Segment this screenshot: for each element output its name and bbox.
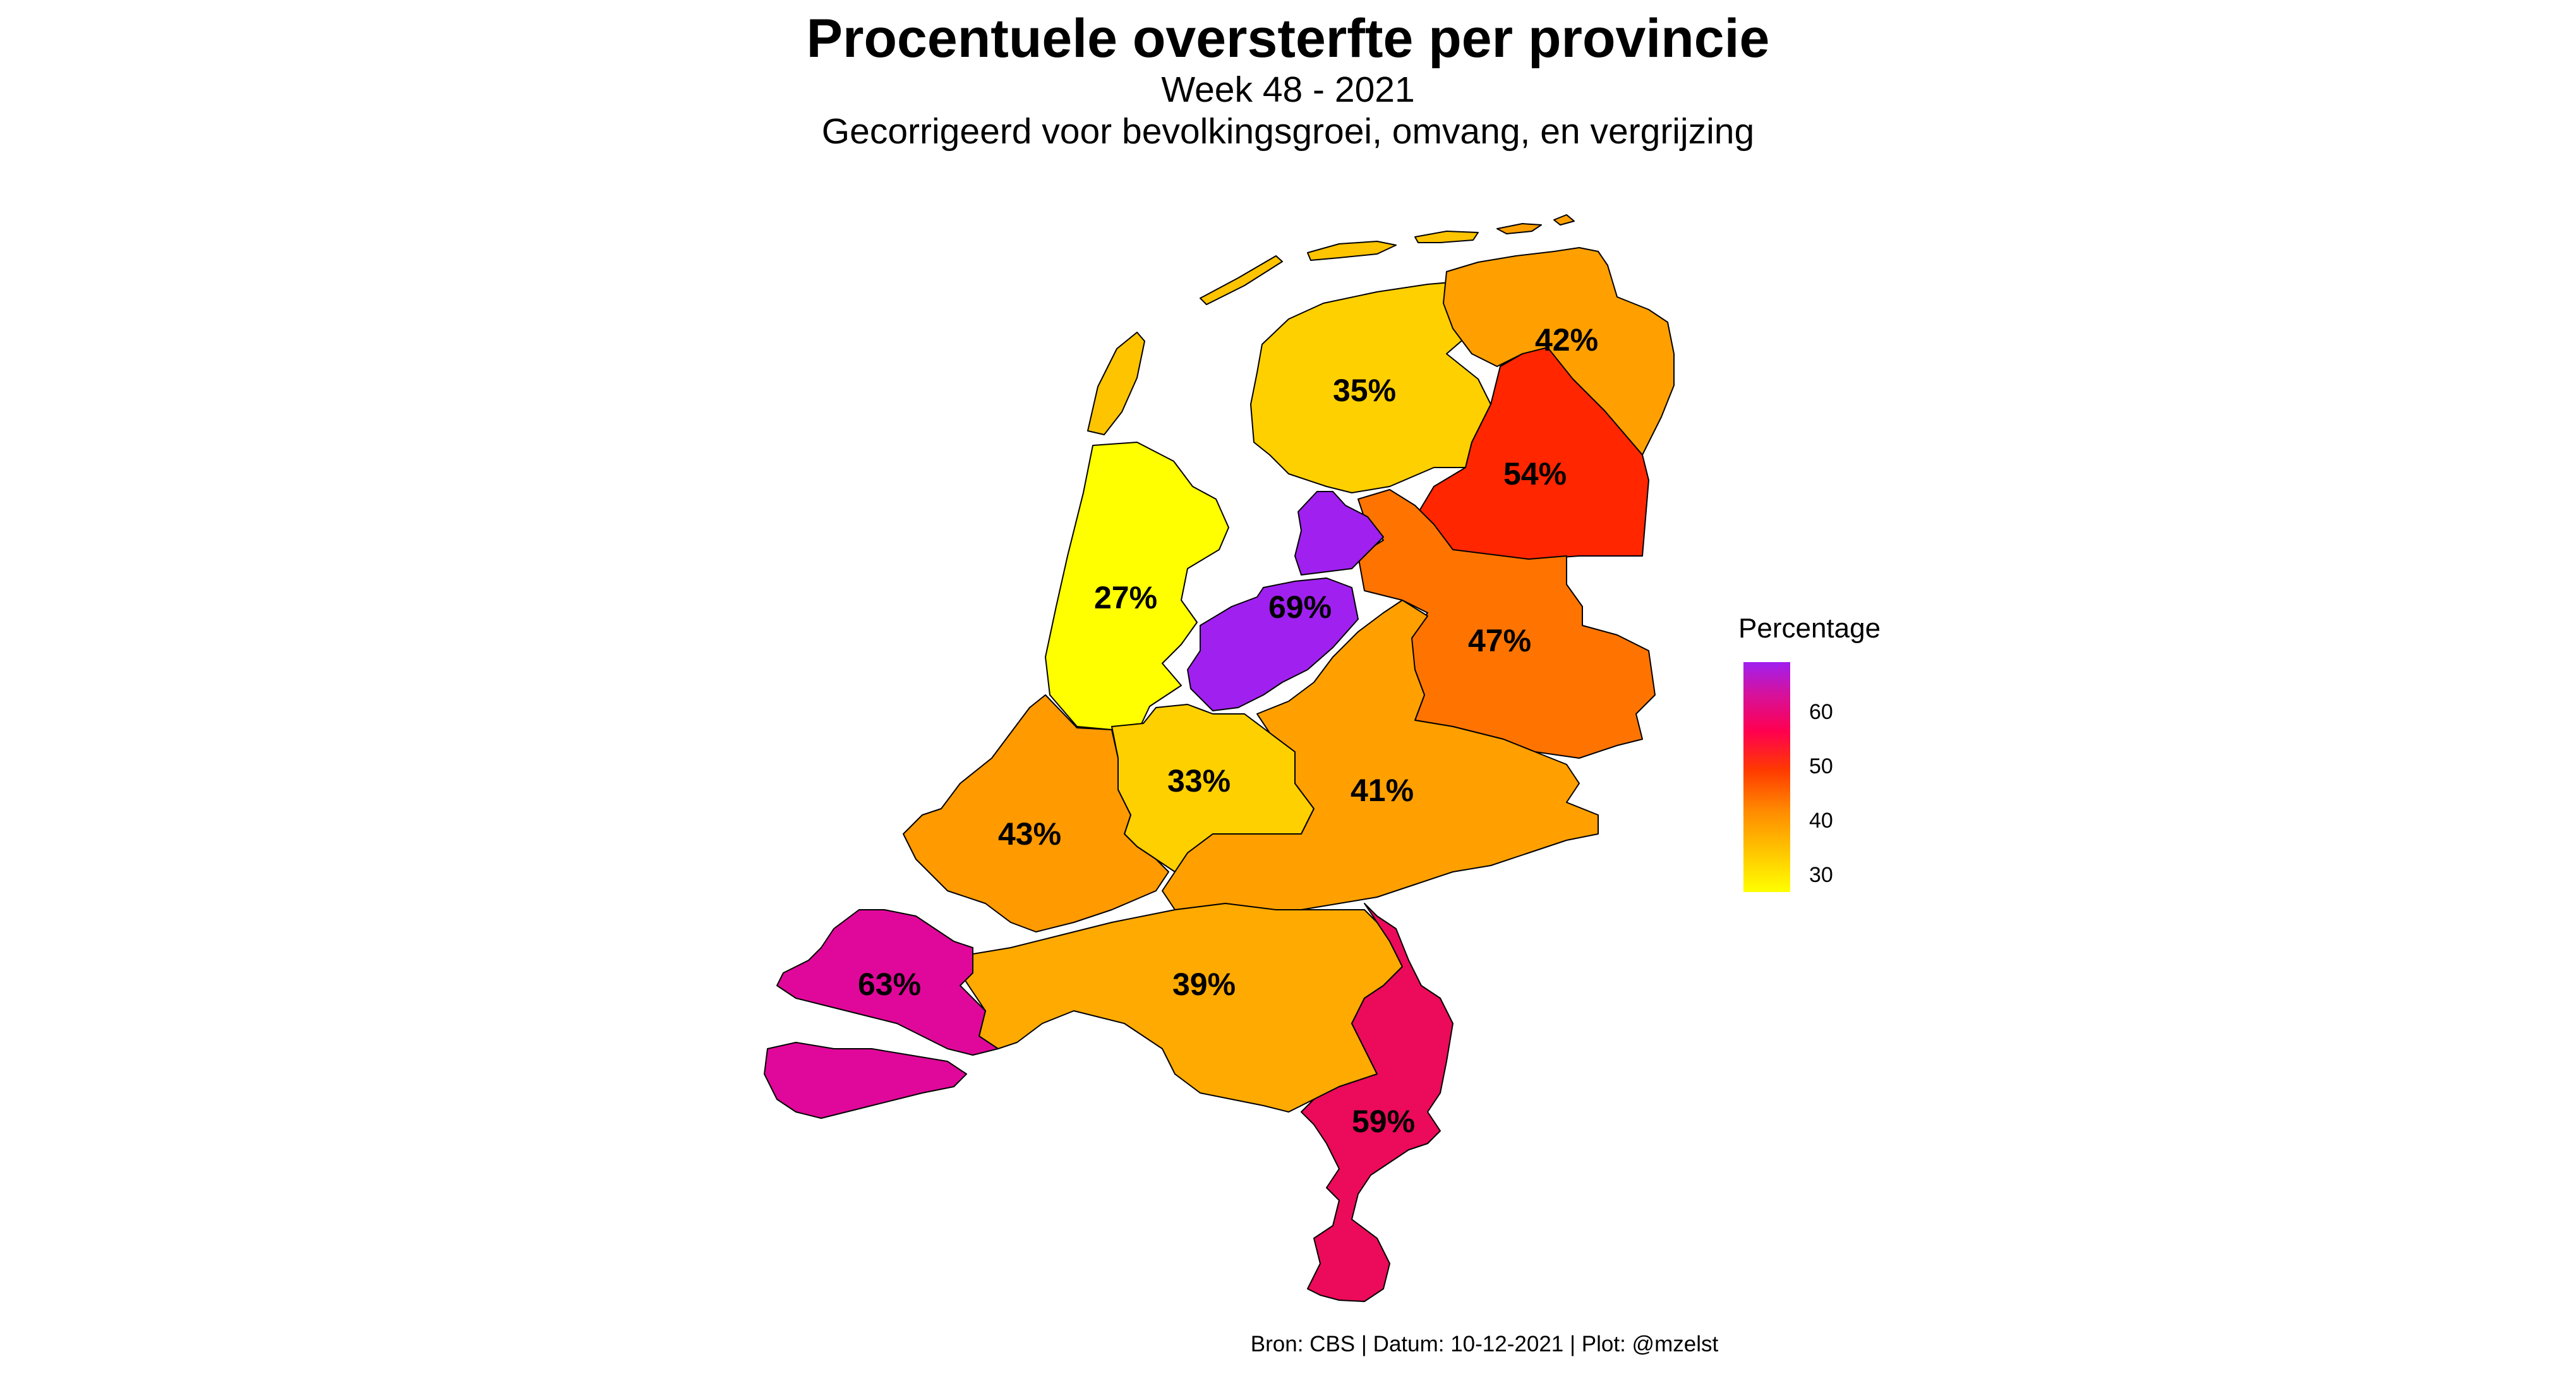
province-noord-holland bbox=[1045, 442, 1229, 730]
value-label-overijssel: 47% bbox=[1468, 623, 1531, 658]
source-caption: Bron: CBS | Datum: 10-12-2021 | Plot: @m… bbox=[1250, 1332, 1719, 1356]
legend-title: Percentage bbox=[1738, 613, 1881, 644]
wadden-island-vlieland bbox=[1200, 255, 1283, 305]
legend-tick-60 bbox=[1790, 711, 1798, 713]
wadden-island-schiermonnikoog bbox=[1496, 223, 1542, 234]
value-label-gelderland: 41% bbox=[1351, 773, 1414, 808]
province-groningen bbox=[1443, 247, 1675, 456]
province-flevoland-north bbox=[1294, 491, 1384, 576]
wadden-island-ameland bbox=[1414, 231, 1479, 243]
province-noord-brabant bbox=[960, 903, 1403, 1113]
value-label-limburg: 59% bbox=[1352, 1104, 1415, 1139]
province-zeeland-north bbox=[776, 909, 999, 1056]
legend-tick-40 bbox=[1790, 820, 1798, 822]
legend-tick-30 bbox=[1790, 874, 1798, 876]
legend-colorbar bbox=[1743, 662, 1790, 892]
province-zuid-holland bbox=[903, 694, 1169, 932]
value-label-noord-holland: 27% bbox=[1094, 580, 1157, 615]
province-gelderland bbox=[1162, 600, 1599, 910]
province-zeeland-south bbox=[764, 1042, 967, 1119]
value-label-noord-brabant: 39% bbox=[1172, 967, 1236, 1002]
value-label-zeeland: 63% bbox=[858, 967, 921, 1002]
chart-subtitle-correction: Gecorrigeerd voor bevolkingsgroei, omvan… bbox=[821, 111, 1755, 152]
value-label-utrecht: 33% bbox=[1167, 763, 1231, 799]
value-label-drenthe: 54% bbox=[1503, 456, 1567, 492]
province-flevoland-south bbox=[1187, 577, 1359, 711]
wadden-island-terschelling bbox=[1307, 241, 1397, 261]
legend-tick-label-60: 60 bbox=[1809, 700, 1833, 724]
value-label-groningen: 42% bbox=[1535, 322, 1598, 358]
province-limburg bbox=[1301, 903, 1454, 1302]
chart-subtitle-week: Week 48 - 2021 bbox=[1161, 69, 1415, 110]
legend-tick-50 bbox=[1790, 766, 1798, 768]
value-label-friesland: 35% bbox=[1333, 373, 1396, 408]
legend-tick-label-50: 50 bbox=[1809, 754, 1833, 778]
wadden-island-texel bbox=[1087, 332, 1145, 435]
value-label-zuid-holland: 43% bbox=[998, 816, 1061, 852]
wadden-island-rottumeroog bbox=[1553, 214, 1575, 226]
value-label-flevoland: 69% bbox=[1268, 589, 1332, 625]
chart-title: Procentuele oversterfte per provincie bbox=[806, 8, 1770, 69]
legend-tick-label-30: 30 bbox=[1809, 863, 1833, 887]
legend-tick-label-40: 40 bbox=[1809, 809, 1833, 833]
